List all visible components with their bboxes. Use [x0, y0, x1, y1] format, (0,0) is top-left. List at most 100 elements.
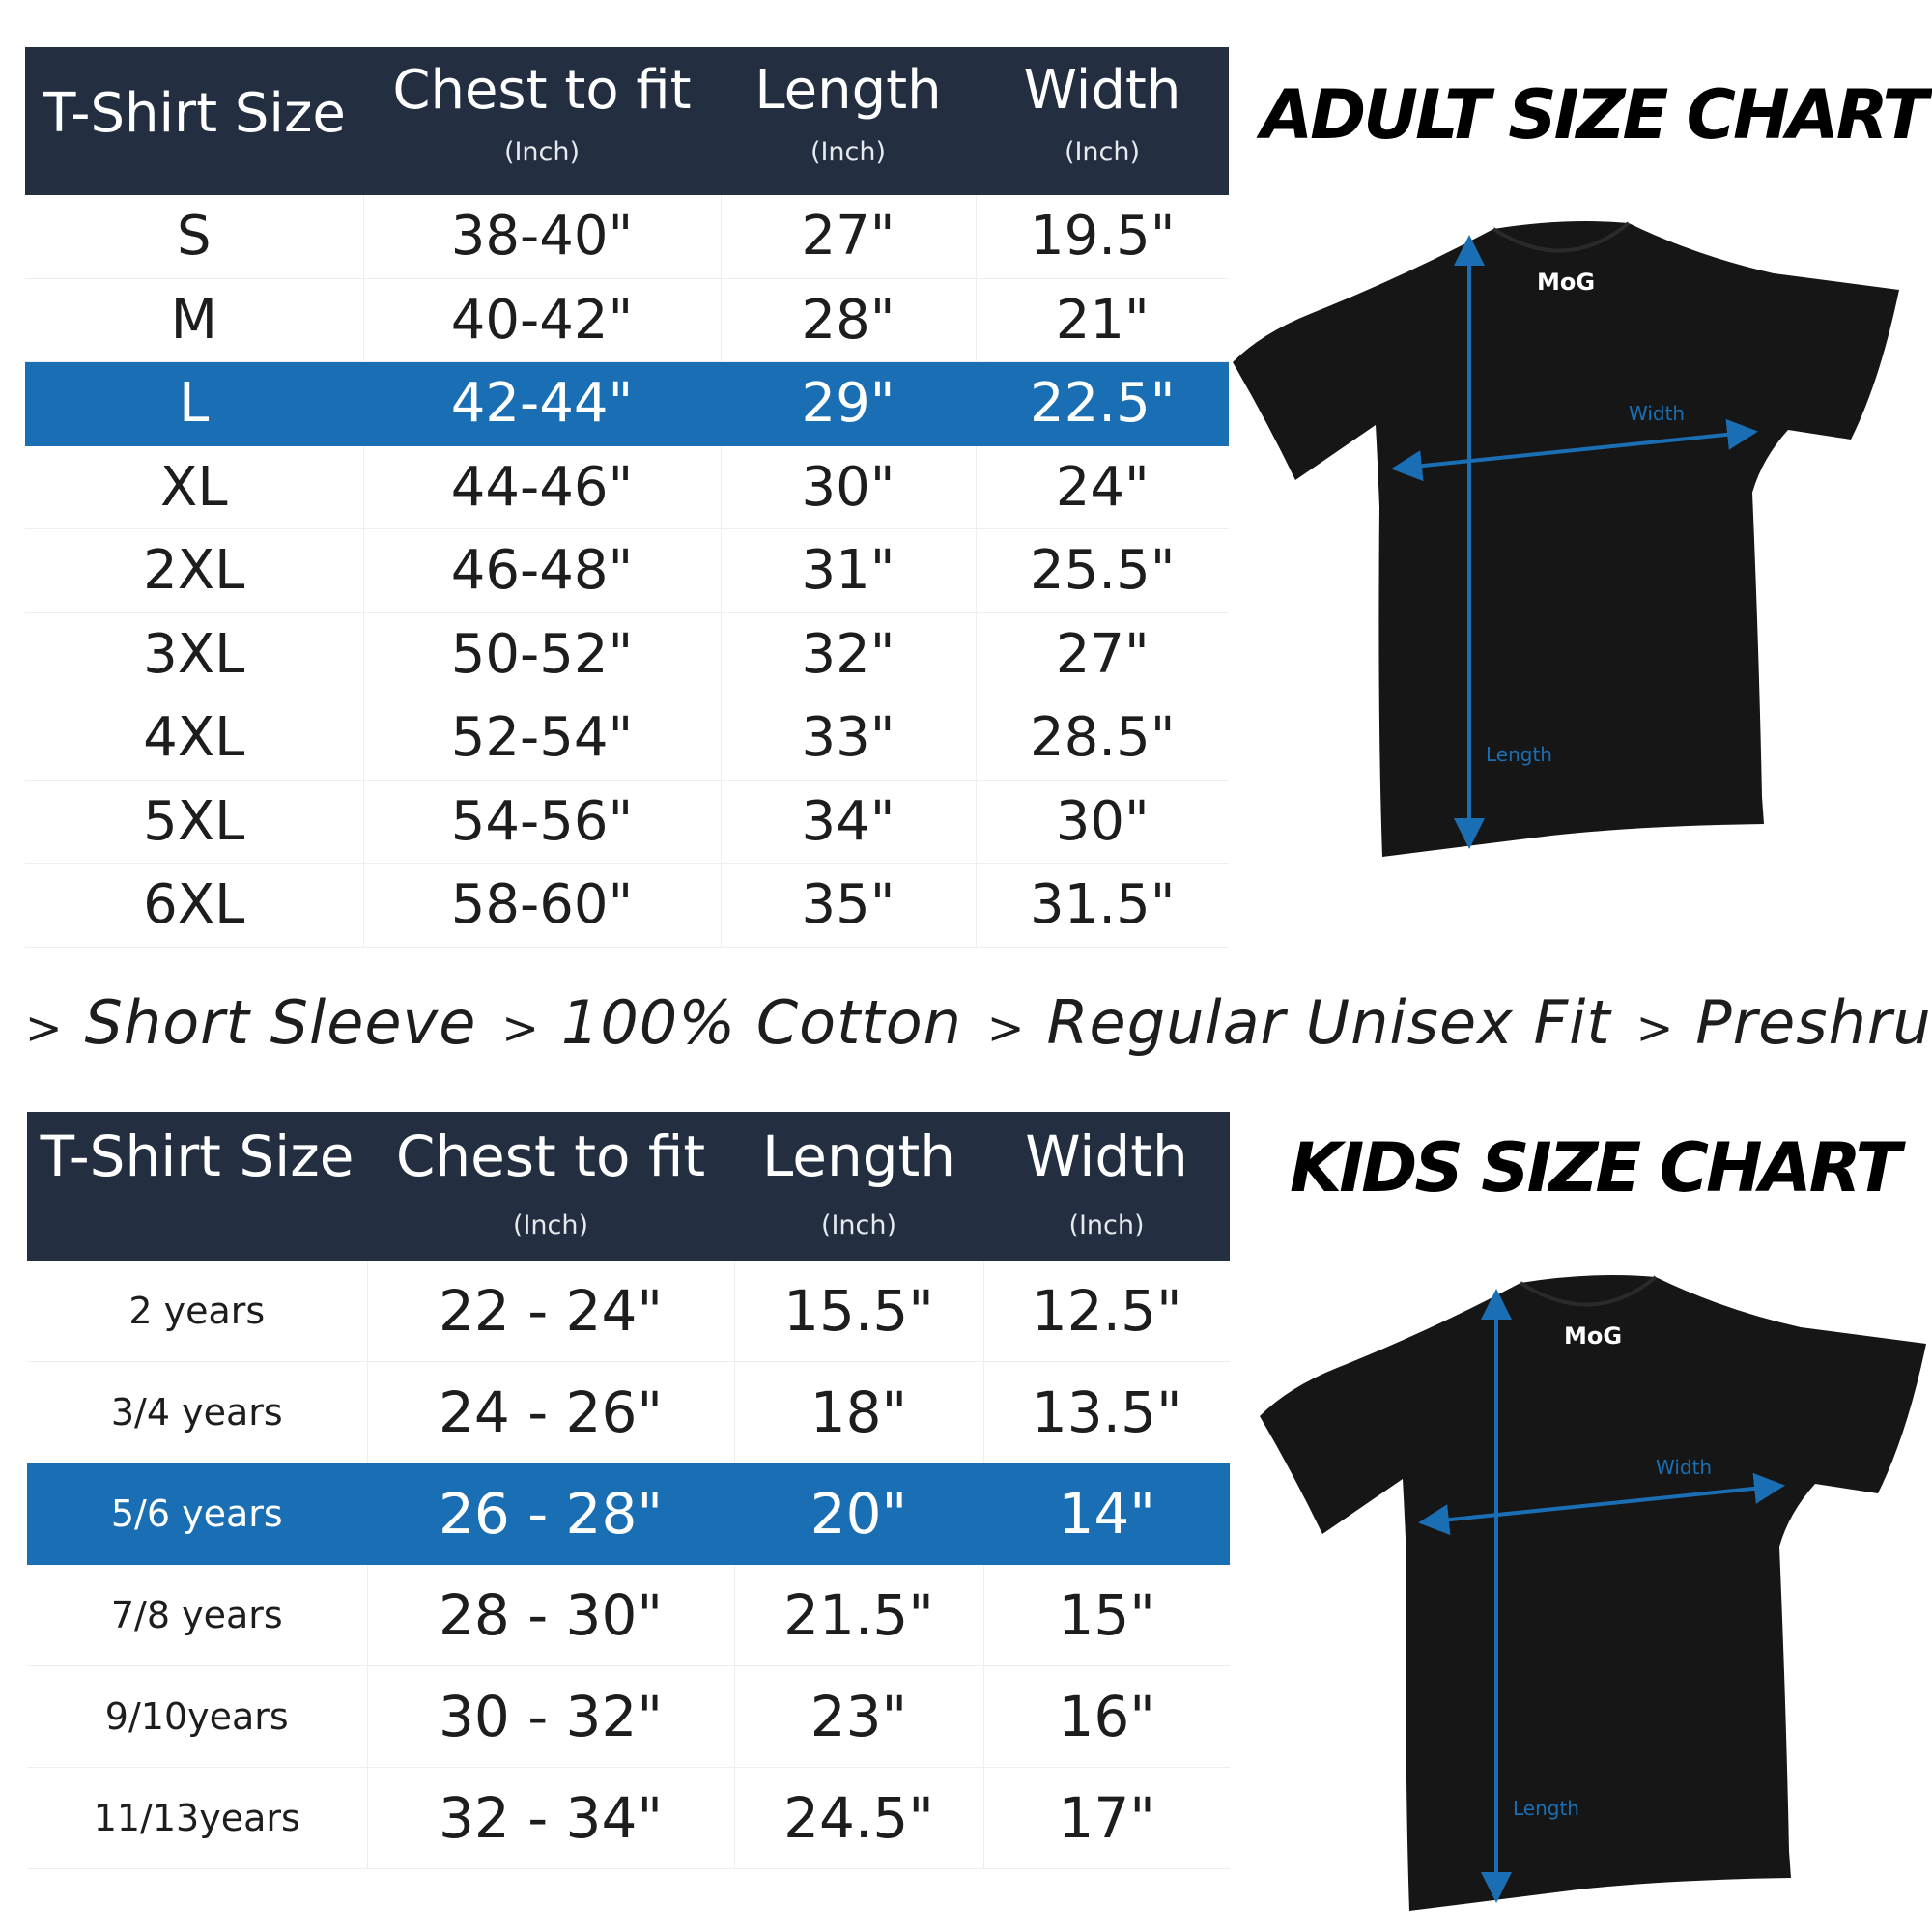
table-row: 3/4 years 24 - 26" 18" 13.5"	[27, 1361, 1230, 1463]
table-row: 2XL 46-48" 31" 25.5"	[25, 528, 1229, 613]
kids-size-chart-title: KIDS SIZE CHART	[1290, 1128, 1901, 1208]
table-row: 2 years 22 - 24" 15.5" 12.5"	[27, 1261, 1230, 1362]
table-row-highlighted: L 42-44" 29" 22.5"	[25, 361, 1229, 446]
chest-cell: 50-52"	[363, 612, 722, 696]
chevron-right-icon: >	[1635, 1002, 1675, 1054]
column-header: Chest to fit (Inch)	[367, 1112, 734, 1261]
chest-cell: 38-40"	[363, 195, 722, 279]
column-unit-label: (Inch)	[512, 1210, 589, 1240]
column-header: Length (Inch)	[734, 1112, 983, 1261]
column-unit-label: (Inch)	[1068, 1210, 1145, 1240]
column-unit-label: (Inch)	[503, 137, 581, 167]
size-cell: 2XL	[25, 528, 364, 613]
column-header: Width (Inch)	[976, 47, 1229, 195]
table-row: 6XL 58-60" 35" 31.5"	[25, 863, 1229, 948]
length-cell: 27"	[721, 195, 977, 279]
chest-cell: 44-46"	[363, 445, 722, 529]
column-header-label: Chest to fit	[395, 1123, 706, 1189]
width-cell: 19.5"	[976, 195, 1229, 279]
width-cell: 25.5"	[976, 528, 1229, 613]
length-cell: 21.5"	[734, 1564, 984, 1666]
length-cell: 29"	[721, 361, 977, 446]
length-cell: 23"	[734, 1665, 984, 1768]
size-cell: 9/10years	[27, 1665, 368, 1768]
width-cell: 31.5"	[976, 863, 1229, 948]
chest-cell: 42-44"	[363, 361, 722, 446]
length-cell: 28"	[721, 278, 977, 362]
column-unit-label: (Inch)	[820, 1210, 897, 1240]
width-cell: 24"	[976, 445, 1229, 529]
chest-cell: 46-48"	[363, 528, 722, 613]
length-cell: 33"	[721, 696, 977, 781]
chest-cell: 22 - 24"	[367, 1261, 735, 1362]
kids-size-table: T-Shirt Size Chest to fit (Inch) Length (Inc…	[27, 1112, 1230, 1869]
length-cell: 31"	[721, 528, 977, 613]
column-unit-label: (Inch)	[810, 137, 887, 167]
width-arrow	[1391, 418, 1758, 482]
chest-cell: 58-60"	[363, 863, 722, 948]
column-header-label: T-Shirt Size	[43, 82, 346, 145]
adult-header-row: T-Shirt Size Chest to fit (Inch) Length (Inc…	[25, 47, 1229, 195]
size-cell: 3/4 years	[27, 1361, 368, 1463]
size-cell: XL	[25, 445, 364, 529]
adult-tshirt-diagram: MoG Width Length	[1233, 221, 1899, 857]
table-row: 5XL 54-56" 34" 30"	[25, 780, 1229, 864]
length-cell: 15.5"	[734, 1261, 984, 1362]
chest-cell: 30 - 32"	[367, 1665, 735, 1768]
length-label: Length	[1513, 1797, 1579, 1820]
chest-cell: 26 - 28"	[367, 1463, 735, 1565]
adult-size-chart-title: ADULT SIZE CHART	[1261, 75, 1928, 155]
width-cell: 15"	[983, 1564, 1230, 1666]
chest-cell: 32 - 34"	[367, 1767, 735, 1869]
size-cell: 2 years	[27, 1261, 368, 1362]
width-arrow	[1418, 1472, 1785, 1536]
table-row: 7/8 years 28 - 30" 21.5" 15"	[27, 1564, 1230, 1666]
width-cell: 14"	[983, 1463, 1230, 1565]
width-cell: 22.5"	[976, 361, 1229, 446]
chevron-right-icon: >	[25, 1002, 64, 1054]
chest-cell: 54-56"	[363, 780, 722, 864]
column-header: T-Shirt Size	[27, 1112, 367, 1261]
adult-size-table: T-Shirt Size Chest to fit (Inch) Length (Inc…	[25, 47, 1229, 948]
column-header: Chest to fit (Inch)	[363, 47, 721, 195]
length-cell: 30"	[721, 445, 977, 529]
size-cell: 3XL	[25, 612, 364, 696]
size-cell: 5XL	[25, 780, 364, 864]
chevron-right-icon: >	[501, 1002, 540, 1054]
column-header-label: Width	[1025, 1123, 1188, 1189]
column-header: Length (Inch)	[721, 47, 976, 195]
column-header-label: Chest to fit	[392, 59, 692, 122]
length-cell: 18"	[734, 1361, 984, 1463]
length-cell: 35"	[721, 863, 977, 948]
column-header: Width (Inch)	[983, 1112, 1230, 1261]
size-cell: 4XL	[25, 696, 364, 781]
kids-tshirt-diagram: MoG Width Length	[1260, 1275, 1926, 1911]
table-row: 9/10years 30 - 32" 23" 16"	[27, 1665, 1230, 1768]
width-cell: 17"	[983, 1767, 1230, 1869]
tshirt-shape	[1233, 221, 1899, 857]
width-label: Width	[1656, 1456, 1712, 1479]
brand-logo: MoG	[1564, 1322, 1622, 1350]
size-cell: S	[25, 195, 364, 279]
table-row: S 38-40" 27" 19.5"	[25, 195, 1229, 279]
tshirt-shape	[1260, 1275, 1926, 1911]
width-cell: 16"	[983, 1665, 1230, 1768]
table-row: 4XL 52-54" 33" 28.5"	[25, 696, 1229, 781]
column-header-label: Width	[1023, 59, 1181, 122]
width-cell: 13.5"	[983, 1361, 1230, 1463]
chest-cell: 24 - 26"	[367, 1361, 735, 1463]
features-line: > Short Sleeve >100% Cotton > Regular Unisex…	[25, 987, 1932, 1058]
chest-cell: 28 - 30"	[367, 1564, 735, 1666]
length-label: Length	[1486, 743, 1552, 766]
size-cell: 11/13years	[27, 1767, 368, 1869]
table-row: 11/13years 32 - 34" 24.5" 17"	[27, 1767, 1230, 1869]
column-header-label: Length	[754, 59, 942, 122]
feature-item: Regular Unisex Fit	[1046, 987, 1611, 1058]
size-cell: 7/8 years	[27, 1564, 368, 1666]
width-cell: 12.5"	[983, 1261, 1230, 1362]
width-cell: 30"	[976, 780, 1229, 864]
size-cell: 6XL	[25, 863, 364, 948]
feature-item: Preshrunk	[1695, 987, 1932, 1058]
table-row-highlighted: 5/6 years 26 - 28" 20" 14"	[27, 1463, 1230, 1565]
feature-item: Short Sleeve	[84, 987, 477, 1058]
